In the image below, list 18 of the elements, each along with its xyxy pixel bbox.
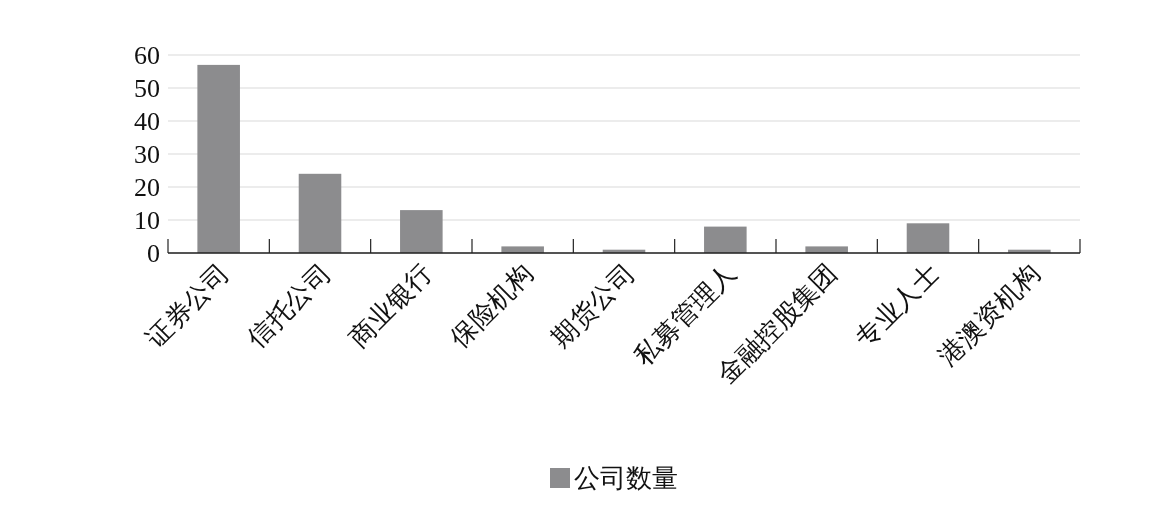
y-tick-label: 40 [134,107,160,136]
x-tick-label: 信托公司 [242,258,337,353]
y-tick-label: 20 [134,173,160,202]
x-tick-label: 商业银行 [343,258,438,353]
y-tick-label: 60 [134,41,160,70]
bar [197,64,240,253]
bar [704,226,747,253]
bar [501,246,544,253]
legend-label: 公司数量 [574,464,678,493]
y-tick-label: 0 [147,239,160,268]
bar [400,210,443,253]
x-tick-label: 保险机构 [444,258,539,353]
y-tick-label: 30 [134,140,160,169]
bar [805,246,848,253]
y-tick-label: 10 [134,206,160,235]
bar [906,223,950,253]
bar [298,173,342,253]
y-tick-label: 50 [134,74,160,103]
